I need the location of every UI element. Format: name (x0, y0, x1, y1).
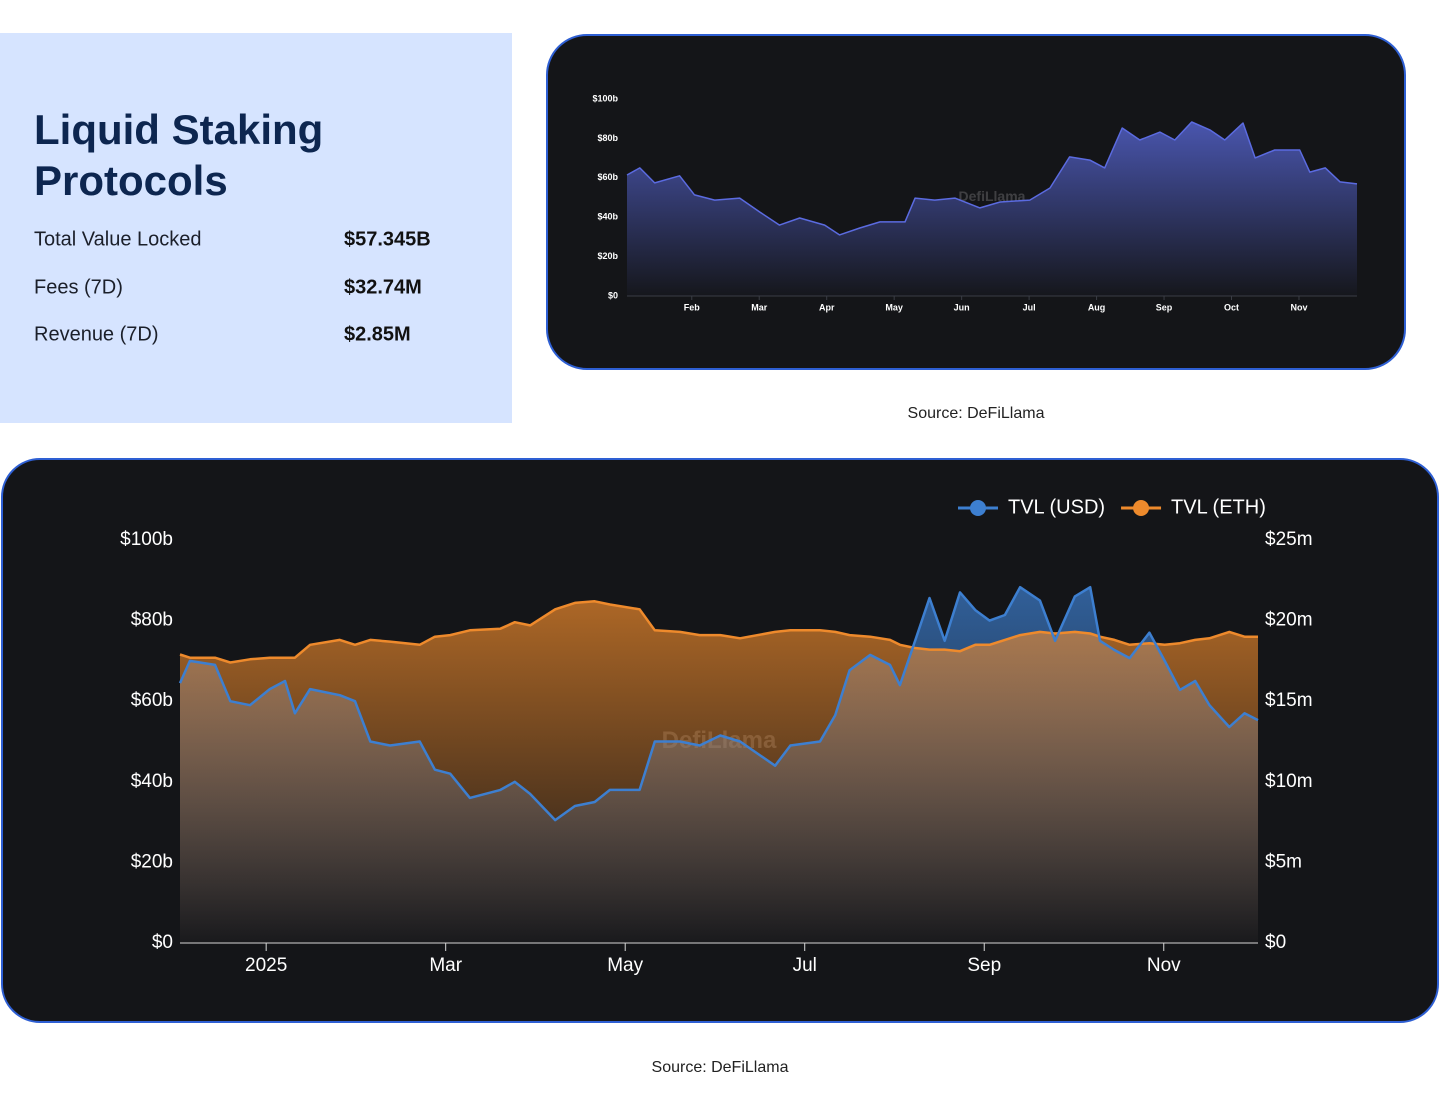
y-tick-label: $40b (131, 771, 173, 792)
legend-marker (1133, 500, 1150, 516)
stat-label: Fees (7D) (34, 276, 123, 298)
source-caption: Source: DeFiLlama (652, 1059, 789, 1076)
series-line (626, 121, 1358, 236)
stat-value: $2.85M (344, 323, 411, 345)
legend-marker (970, 500, 986, 516)
y-tick-label: $5m (1265, 851, 1302, 872)
x-tick-label: Nov (1147, 955, 1181, 976)
x-tick-label: Sep (1156, 302, 1173, 312)
charts: DefiLlama $0 $20b $40b $60b $80b $100b Feb Mar Ap… (120, 93, 1358, 976)
y-tick-label: $15m (1265, 690, 1313, 711)
y-tick-label: $20b (131, 851, 173, 872)
y-tick-label: $60b (131, 690, 173, 711)
y-tick-label: $80b (597, 133, 618, 143)
panel-title: Liquid Staking Protocols (34, 106, 323, 204)
y-tick-label: $20m (1265, 610, 1313, 631)
x-tick-label: Aug (1088, 302, 1106, 312)
y-tick-label: $100b (120, 529, 173, 550)
x-tick-label: Sep (967, 955, 1001, 976)
x-tick-label: Oct (1224, 302, 1239, 312)
y-tick-label: $0 (1265, 932, 1286, 953)
y-tick-label: $0 (608, 290, 618, 300)
y-tick-label: $80b (131, 610, 173, 631)
x-tick-label: May (885, 302, 903, 312)
x-tick-label: Feb (684, 302, 701, 312)
legend-label: TVL (USD) (1008, 496, 1105, 518)
stat-value: $32.74M (344, 276, 422, 298)
y-tick-label: $10m (1265, 771, 1313, 792)
stat-label: Total Value Locked (34, 228, 202, 250)
area-fill (180, 601, 1258, 943)
x-tick-label: May (607, 955, 643, 976)
x-tick-label: Jul (793, 955, 817, 976)
x-tick-label: 2025 (245, 955, 287, 976)
legend-label: TVL (ETH) (1171, 496, 1266, 518)
x-tick-label: Apr (819, 302, 835, 312)
y-tick-label: $100b (592, 93, 618, 103)
series-line (178, 585, 1259, 822)
stat-label: Revenue (7D) (34, 323, 159, 345)
y-tick-label: $40b (597, 212, 618, 222)
x-tick-label: Nov (1290, 302, 1307, 312)
x-tick-label: Jul (1023, 302, 1036, 312)
watermark: DefiLlama (959, 188, 1026, 204)
x-tick-label: Mar (429, 955, 462, 976)
summary-panel (0, 33, 512, 423)
y-tick-label: $60b (597, 172, 618, 182)
y-tick-label: $25m (1265, 529, 1313, 550)
y-tick-label: $0 (152, 932, 173, 953)
stat-value: $57.345B (344, 228, 431, 250)
x-tick-label: Jun (954, 302, 970, 312)
area-fill (627, 122, 1357, 296)
source-caption: Source: DeFiLlama (908, 405, 1045, 422)
x-tick-label: Mar (751, 302, 768, 312)
y-tick-label: $20b (597, 251, 618, 261)
